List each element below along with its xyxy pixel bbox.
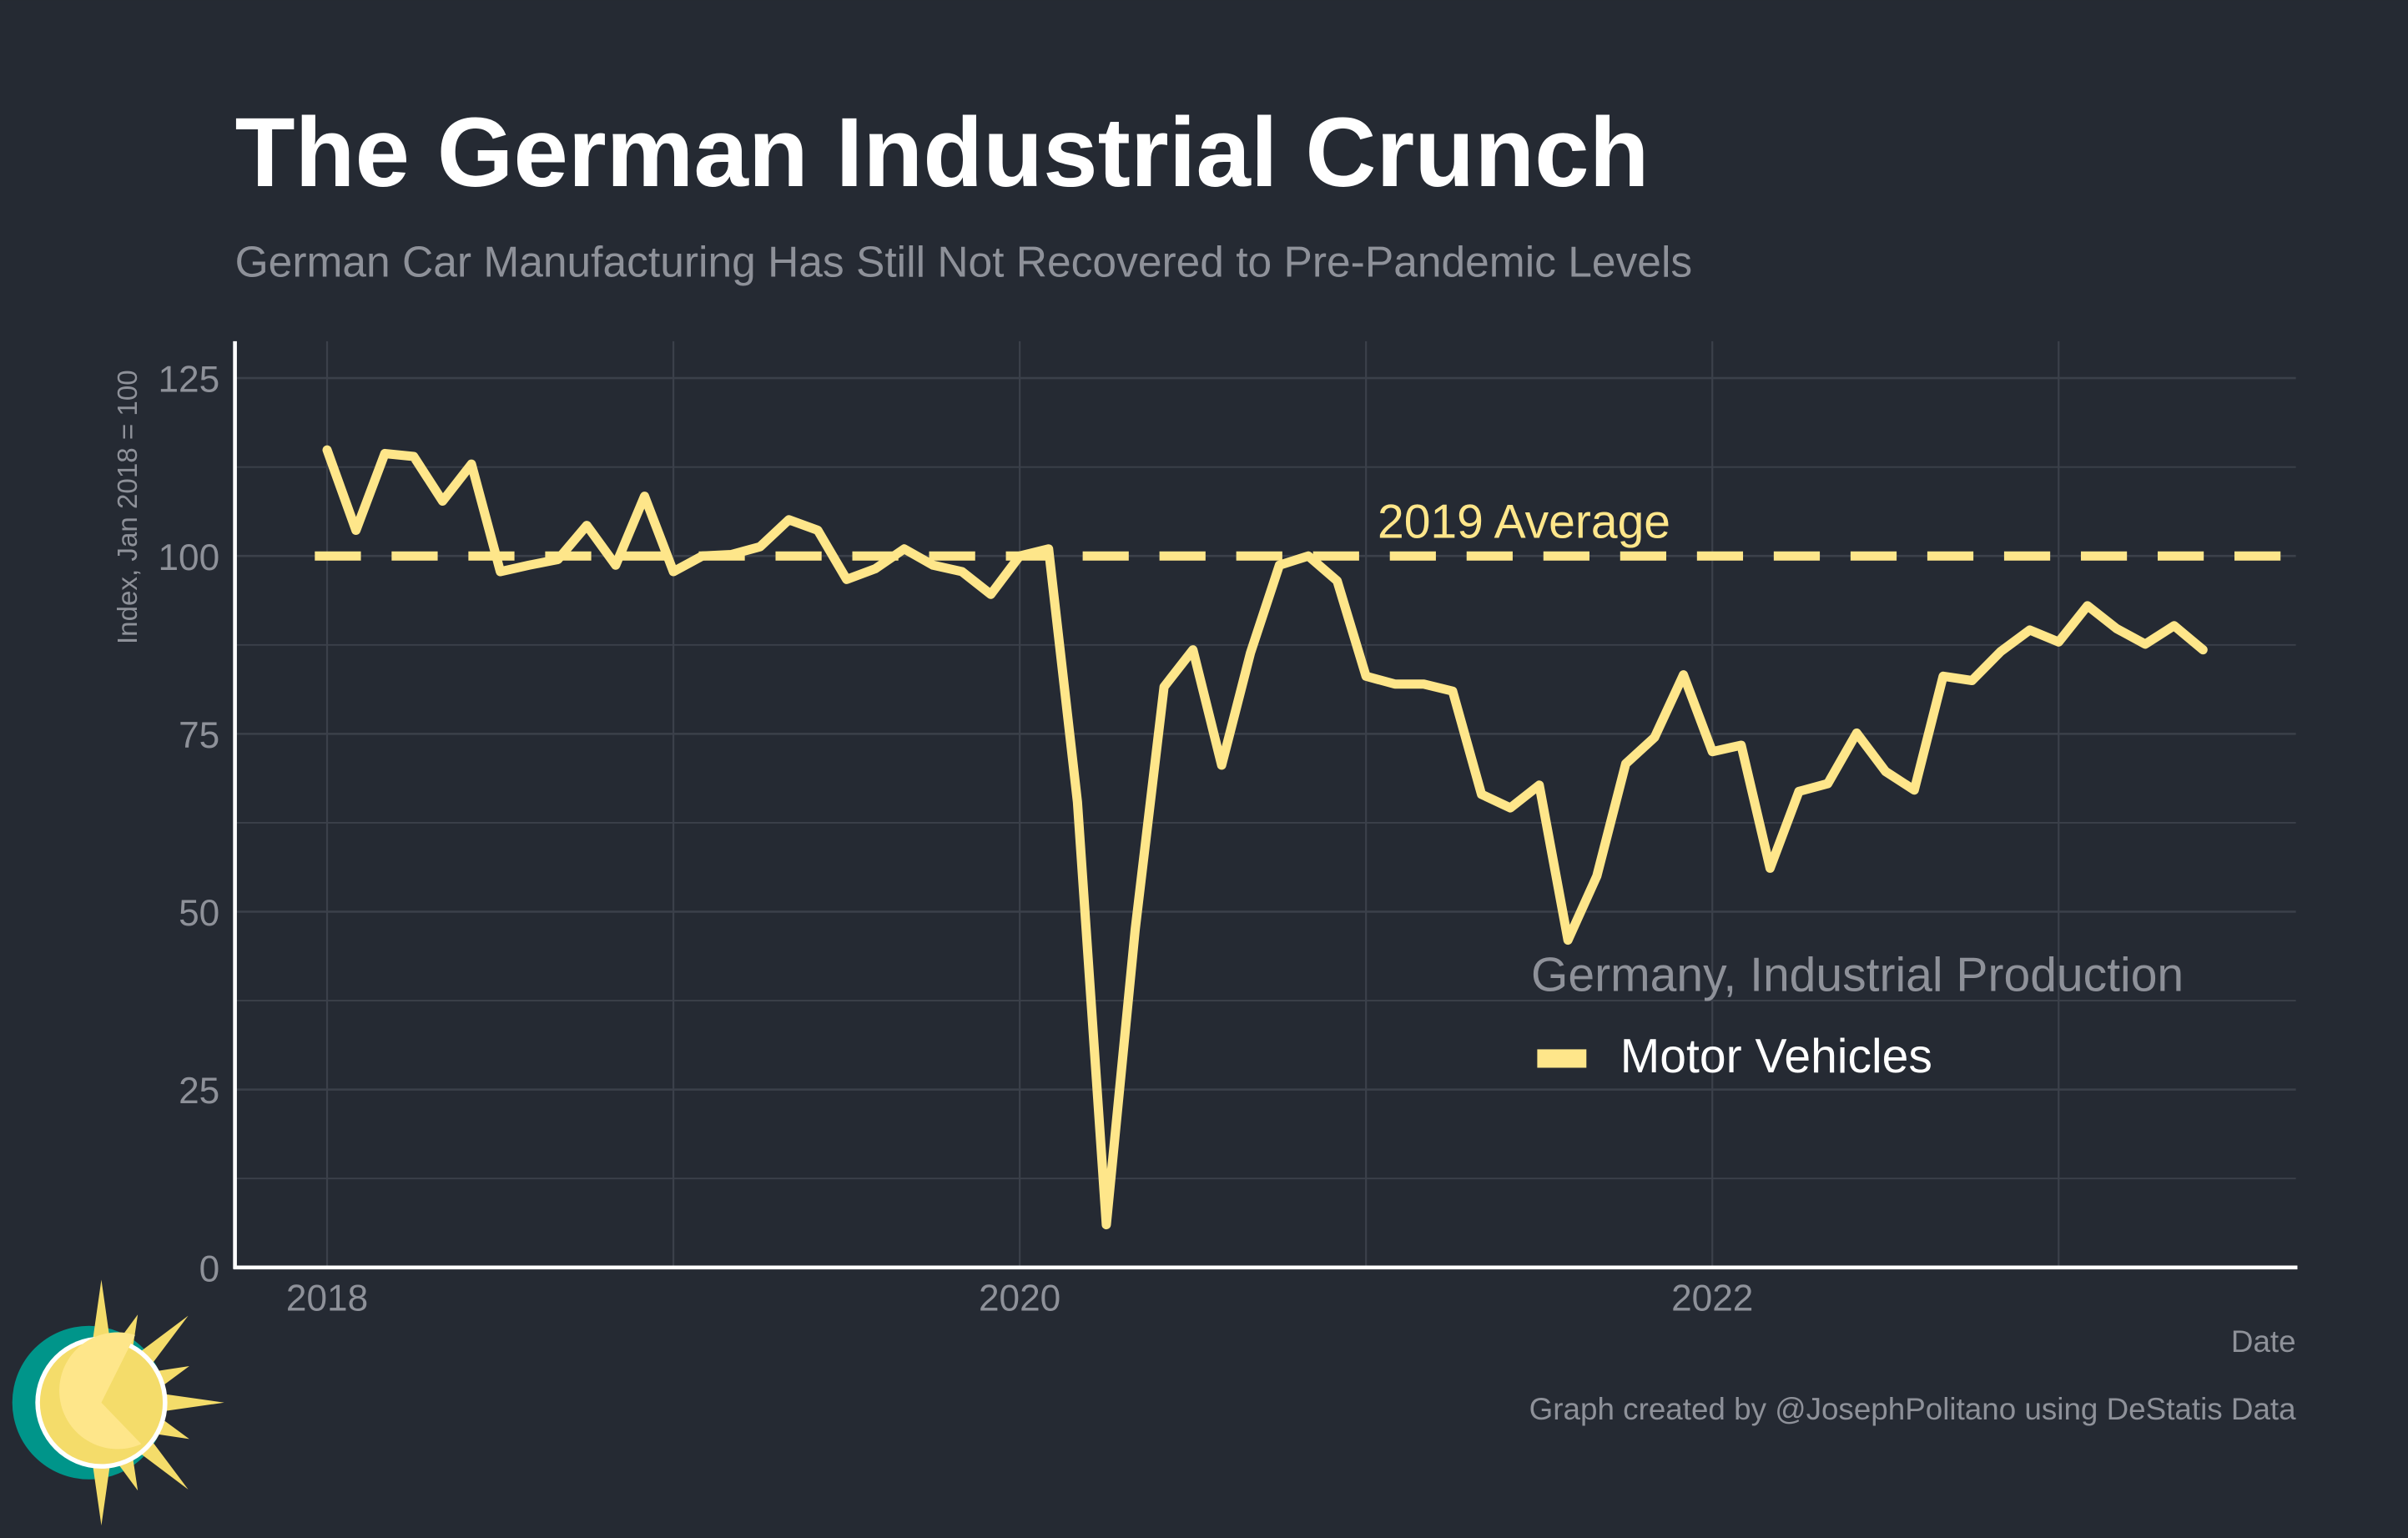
- x-tick-label: 2020: [979, 1278, 1060, 1319]
- legend-title: Germany, Industrial Production: [1531, 948, 2184, 1001]
- sun-ray: [135, 1315, 189, 1369]
- y-tick-label: 125: [159, 360, 220, 401]
- chart-title: The German Industrial Crunch: [235, 97, 1650, 207]
- series-line-motor-vehicles: [322, 445, 2208, 1230]
- caption: Graph created by @JosephPolitano using D…: [1529, 1392, 2296, 1426]
- x-tick-label: 2022: [1671, 1278, 1753, 1319]
- legend: Germany, Industrial Production Motor Veh…: [1531, 948, 2184, 1083]
- x-tick-label: 2018: [286, 1278, 368, 1319]
- y-tick-label: 25: [179, 1071, 219, 1112]
- data-points: [326, 450, 2204, 1225]
- legend-swatch: [1537, 1049, 1587, 1068]
- sun-ray: [92, 1279, 111, 1345]
- y-tick-label: 50: [179, 893, 219, 934]
- sun-ray: [159, 1393, 224, 1412]
- sun-ray: [135, 1436, 189, 1490]
- x-tick-labels: 2018 2020 2022: [286, 1278, 1753, 1319]
- y-tick-label: 100: [159, 537, 220, 578]
- sun-logo-icon: [12, 1279, 224, 1525]
- y-tick-labels: 0 25 50 75 100 125: [159, 360, 220, 1290]
- sun-ray: [92, 1460, 111, 1525]
- y-tick-label: 75: [179, 715, 219, 756]
- reference-line-label: 2019 Average: [1378, 495, 1670, 548]
- y-tick-label: 0: [199, 1248, 220, 1289]
- chart-subtitle: German Car Manufacturing Has Still Not R…: [235, 238, 1693, 286]
- legend-label: Motor Vehicles: [1620, 1030, 1932, 1083]
- x-axis-label: Date: [2231, 1324, 2296, 1359]
- y-axis-label: Index, Jan 2018 = 100: [113, 370, 144, 644]
